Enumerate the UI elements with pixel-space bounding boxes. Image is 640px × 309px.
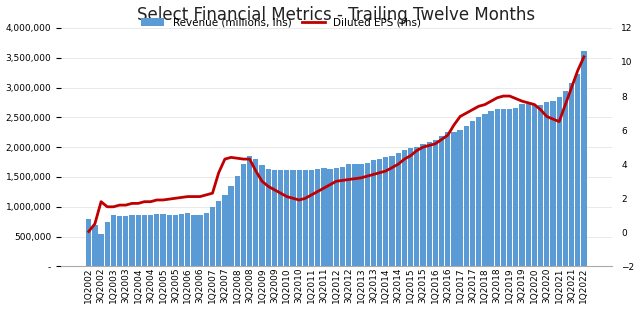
Bar [550,101,556,266]
Bar [216,201,221,266]
Bar [185,213,190,266]
Bar [129,215,134,266]
Bar [253,159,259,266]
Bar [408,148,413,266]
Bar [346,164,351,266]
Bar [136,215,141,266]
Bar [520,104,525,266]
Bar [557,97,562,266]
Bar [161,214,166,266]
Bar [284,171,289,266]
Bar [563,91,568,266]
Bar [222,195,227,266]
Bar [358,164,364,266]
Bar [451,132,456,266]
Bar [142,215,147,266]
Bar [321,168,326,266]
Diluted EPS (rhs) [357,176,365,180]
Bar [204,213,209,266]
Bar [328,169,333,266]
Bar [575,74,580,266]
Bar [365,163,370,266]
Bar [569,83,574,266]
Bar [581,51,587,266]
Bar [340,167,345,266]
Bar [198,214,203,266]
Bar [259,165,265,266]
Bar [458,130,463,266]
Bar [420,144,426,266]
Bar [111,214,116,266]
Bar [470,121,475,266]
Bar [371,160,376,266]
Bar [513,108,518,266]
Bar [154,214,159,266]
Bar [377,159,382,266]
Bar [173,214,178,266]
Diluted EPS (rhs) [450,123,458,127]
Diluted EPS (rhs) [580,55,588,59]
Bar [92,225,97,266]
Bar [476,117,481,266]
Bar [210,207,215,266]
Bar [488,111,493,266]
Bar [426,142,432,266]
Bar [538,105,543,266]
Diluted EPS (rhs) [531,103,538,106]
Bar [309,170,314,266]
Bar [439,137,444,266]
Bar [191,214,196,266]
Bar [389,155,395,266]
Bar [507,109,512,266]
Bar [179,214,184,266]
Bar [272,170,277,266]
Diluted EPS (rhs) [85,230,93,233]
Bar [525,104,531,266]
Bar [235,176,240,266]
Bar [123,216,129,266]
Bar [241,164,246,266]
Bar [396,153,401,266]
Line: Diluted EPS (rhs): Diluted EPS (rhs) [89,57,584,231]
Bar [266,169,271,266]
Bar [166,214,172,266]
Bar [99,234,104,266]
Bar [247,156,252,266]
Bar [532,105,537,266]
Bar [333,168,339,266]
Bar [495,109,500,266]
Diluted EPS (rhs) [487,99,495,103]
Bar [291,170,296,266]
Bar [148,214,153,266]
Diluted EPS (rhs) [512,97,520,100]
Title: Select Financial Metrics - Trailing Twelve Months: Select Financial Metrics - Trailing Twel… [137,6,536,23]
Bar [117,216,122,266]
Bar [544,102,549,266]
Bar [414,146,419,266]
Diluted EPS (rhs) [394,162,402,166]
Bar [352,164,358,266]
Bar [433,140,438,266]
Bar [445,132,451,266]
Bar [483,114,488,266]
Bar [303,170,308,266]
Legend: Revenue (millions, lhs), Diluted EPS (rhs): Revenue (millions, lhs), Diluted EPS (rh… [137,14,425,32]
Bar [104,222,110,266]
Bar [464,126,469,266]
Bar [501,109,506,266]
Bar [278,171,284,266]
Bar [315,169,321,266]
Bar [86,219,92,266]
Bar [296,170,302,266]
Bar [383,157,388,266]
Bar [402,150,407,266]
Bar [228,186,234,266]
